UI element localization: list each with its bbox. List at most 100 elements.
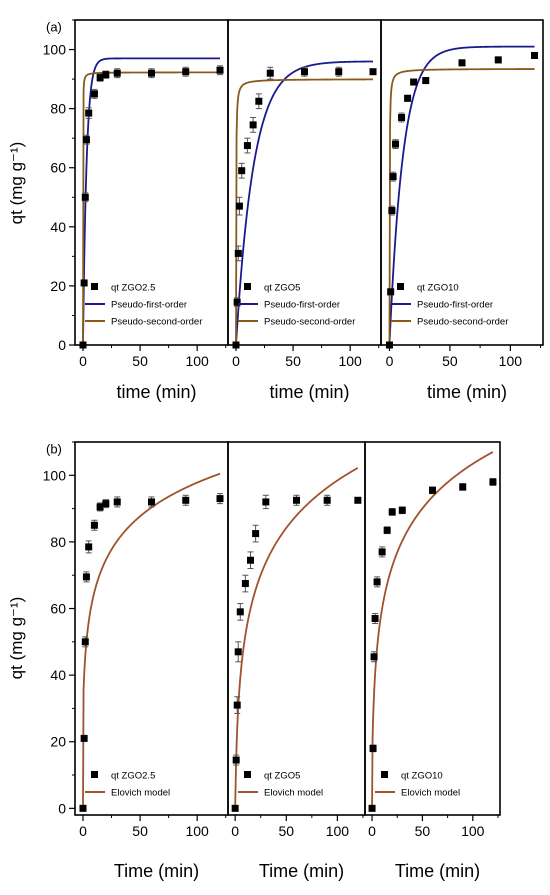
data-point (392, 140, 400, 148)
subplot-1: 0 50 100 time (min) qt ZGO2.5 Pseudo-first-or… (74, 19, 229, 402)
pseudo-first-order-curve (388, 45, 535, 346)
data-point (113, 498, 121, 506)
data-point (378, 548, 386, 556)
data-point (354, 496, 362, 504)
subplot-3: 0 50 100 time (min) qt ZGO10 Pseudo-first-ord… (380, 19, 544, 402)
subplot-1: 0 50 100 Time (min) qt ZGO2.5 Elovich model (74, 441, 229, 881)
x-axis-label: time (min) (427, 382, 507, 402)
y-tick-label: 20 (50, 734, 66, 750)
legend-label: qt ZGO5 (264, 771, 300, 782)
data-point (235, 202, 243, 210)
x-tick-label: 0 (386, 353, 394, 369)
elovich-curve (82, 472, 221, 809)
data-point (301, 68, 308, 76)
x-tick-label: 0 (79, 353, 87, 369)
legend-marker (381, 771, 388, 778)
x-tick-label: 100 (185, 823, 209, 839)
y-tick-label: 40 (50, 219, 66, 235)
data-point (388, 207, 396, 215)
data-point (323, 496, 331, 504)
data-point (102, 71, 110, 79)
data-point (80, 734, 88, 742)
y-tick-label: 0 (58, 800, 66, 816)
x-tick-label: 50 (132, 353, 148, 369)
subplot-2: 0 50 100 time (min) qt ZGO5 Pseudo-first-orde… (227, 19, 382, 402)
panel-label: (a) (46, 20, 62, 35)
y-tick-label: 80 (50, 534, 66, 550)
y-tick-label: 60 (50, 601, 66, 617)
data-point (458, 59, 466, 67)
legend-label: qt ZGO2.5 (111, 283, 155, 294)
legend-label: qt ZGO2.5 (111, 771, 155, 782)
data-point (494, 56, 502, 64)
data-point (85, 109, 93, 117)
legend-label: Pseudo-second-order (111, 317, 202, 328)
x-tick-label: 0 (79, 823, 87, 839)
panel-label: (b) (46, 442, 62, 457)
data-point (233, 701, 241, 709)
data-point (398, 506, 406, 514)
data-point (243, 142, 251, 150)
data-point (216, 66, 224, 74)
data-point (241, 580, 249, 588)
data-point (255, 97, 263, 105)
y-tick-label: 80 (50, 101, 66, 117)
legend-marker (91, 283, 98, 290)
x-axis-label: time (min) (270, 382, 350, 402)
data-point (148, 69, 155, 77)
data-point (90, 521, 98, 529)
y-axis-label: qt (mg g⁻¹) (7, 597, 26, 680)
plot-frame (380, 19, 544, 346)
data-point (81, 638, 89, 646)
x-tick-label: 100 (326, 823, 350, 839)
x-axis-label: Time (min) (114, 861, 199, 881)
x-axis-label: Time (min) (259, 861, 344, 881)
data-point (148, 498, 155, 506)
legend-label: qt ZGO10 (417, 283, 459, 294)
data-point (369, 68, 377, 76)
data-point (96, 503, 104, 511)
y-tick-label: 60 (50, 160, 66, 176)
legend: qt ZGO2.5 Pseudo-first-order Pseudo-second… (85, 283, 202, 328)
x-axis-label: Time (min) (395, 861, 480, 881)
legend-label: qt ZGO5 (264, 283, 300, 294)
data-point (81, 193, 89, 201)
panel-a: (a) qt (mg g⁻¹) 0 20 40 60 80 100 0 50 100 time (mi… (7, 19, 544, 402)
x-tick-label: 50 (285, 353, 301, 369)
data-point (232, 756, 240, 764)
data-point (96, 74, 104, 82)
panel-b: (b) qt (mg g⁻¹) 0 20 40 60 80 100 0 50 100 Time (mi… (7, 441, 501, 881)
plot-frame (364, 441, 501, 816)
data-point (182, 496, 190, 504)
elovich-curve (371, 451, 494, 809)
data-point (82, 136, 90, 144)
data-point (246, 556, 254, 564)
data-point (385, 341, 393, 349)
y-axis-label: qt (mg g⁻¹) (7, 142, 26, 225)
data-point (90, 90, 98, 98)
pseudo-first-order-curve (82, 57, 221, 346)
data-point (102, 500, 110, 508)
elovich-curve (234, 467, 359, 809)
legend-marker (244, 283, 251, 290)
legend-label: qt ZGO10 (401, 771, 443, 782)
data-point (233, 298, 241, 306)
x-tick-label: 0 (232, 353, 240, 369)
data-point (80, 279, 88, 287)
y-tick-label: 20 (50, 278, 66, 294)
data-point (262, 498, 270, 506)
data-point (371, 615, 379, 623)
data-point (236, 608, 244, 616)
data-point (231, 804, 239, 812)
subplot-2: 0 50 100 Time (min) qt ZGO5 Elovich model (227, 441, 366, 881)
y-tick-label: 40 (50, 667, 66, 683)
data-point (234, 249, 242, 257)
legend-label: Pseudo-first-order (111, 300, 187, 311)
legend-marker (91, 771, 98, 778)
data-point (113, 69, 121, 77)
x-tick-label: 100 (499, 353, 523, 369)
data-point (182, 68, 190, 76)
data-point (422, 77, 430, 85)
